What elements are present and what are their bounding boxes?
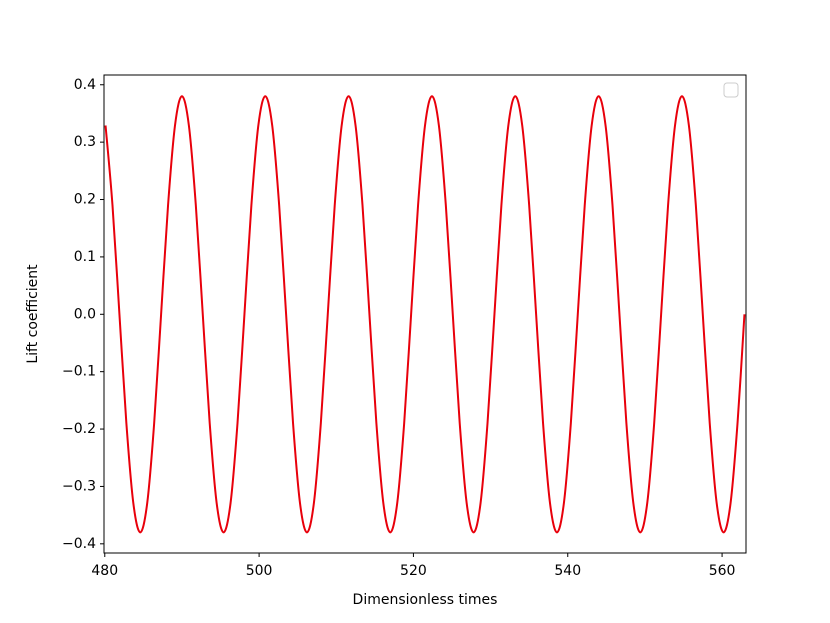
y-axis-label: Lift coefficient (25, 264, 41, 364)
y-tick-label: 0.1 (74, 249, 96, 265)
plot-frame (103, 74, 747, 554)
y-tick-label: 0.4 (74, 77, 96, 93)
y-tick-label: −0.4 (62, 536, 96, 552)
data-line (104, 95, 746, 534)
x-axis-label: Dimensionless times (353, 592, 498, 608)
y-tick-label: −0.2 (62, 421, 96, 437)
y-tick-label: −0.3 (62, 478, 96, 494)
y-tick-label: 0.2 (74, 192, 96, 208)
x-tick-label: 480 (91, 563, 118, 579)
x-tick-label: 520 (400, 563, 427, 579)
legend-box (723, 82, 739, 98)
y-tick-label: 0.0 (74, 306, 96, 322)
y-tick-label: −0.1 (62, 364, 96, 380)
x-tick-label: 500 (246, 563, 273, 579)
y-tick-label: 0.3 (74, 134, 96, 150)
x-tick-label: 560 (709, 563, 736, 579)
x-tick-label: 540 (554, 563, 581, 579)
